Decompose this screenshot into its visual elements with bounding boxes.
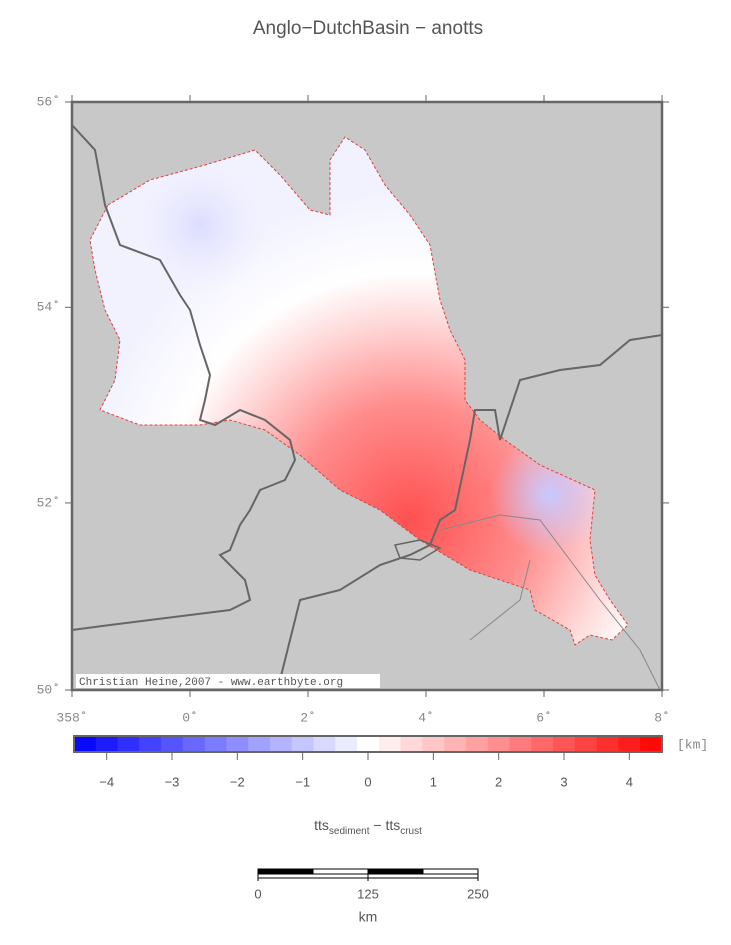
color-step: [226, 736, 249, 752]
credit-box: [76, 674, 380, 688]
rivers: [439, 514, 661, 691]
colorbar-tick-label: −2: [230, 774, 245, 789]
scale-segment: [422, 868, 479, 875]
label-part: tts: [314, 817, 329, 833]
label-part: tts: [385, 817, 400, 833]
colorbar-tick-label: −3: [165, 774, 180, 789]
color-step: [400, 736, 423, 752]
colorbar-tick-label: −1: [295, 774, 310, 789]
color-step: [531, 736, 554, 752]
scale-label: 125: [357, 886, 379, 901]
colorbar: −4 −3 −2 −1 0 1 2 3 4: [73, 735, 663, 789]
scale-segment: [367, 868, 424, 875]
label-sub: sediment: [329, 826, 370, 837]
color-step: [270, 736, 293, 752]
color-step: [422, 736, 445, 752]
lon-label: 0˚: [182, 710, 198, 725]
color-step: [74, 736, 97, 752]
color-step: [204, 736, 227, 752]
color-step: [487, 736, 511, 752]
label-sub: crust: [400, 826, 422, 837]
color-step: [117, 736, 140, 752]
label-part: −: [369, 817, 385, 833]
color-step: [357, 736, 380, 752]
lat-label: 56˚: [37, 94, 60, 109]
color-step: [618, 736, 641, 752]
scale-unit: km: [359, 909, 378, 925]
scale-label: 250: [467, 886, 489, 901]
color-step: [335, 736, 358, 752]
color-step: [248, 736, 271, 752]
color-step: [509, 736, 532, 752]
lon-label: 2˚: [300, 710, 316, 725]
lon-label: 358˚: [56, 710, 87, 725]
color-step: [640, 736, 663, 752]
colorbar-label: ttssediment − ttscrust: [314, 817, 422, 837]
colorbar-tick-label: 1: [430, 774, 437, 789]
lat-label: 50˚: [37, 682, 60, 697]
map-frame: [70, 100, 664, 692]
scale-segment: [312, 868, 369, 875]
colorbar-unit: [km]: [677, 737, 708, 752]
color-step: [139, 736, 162, 752]
colorbar-tick-label: 0: [364, 774, 371, 789]
color-step: [95, 736, 119, 752]
colorbar-tick-label: −4: [99, 774, 114, 789]
color-step: [313, 736, 336, 752]
lon-label: 4˚: [418, 710, 434, 725]
credit: Christian Heine,2007 - www.earthbyte.org: [79, 677, 343, 689]
color-step: [444, 736, 467, 752]
color-step: [378, 736, 402, 752]
lat-label: 52˚: [37, 495, 60, 510]
colorbar-tick-label: 4: [626, 774, 633, 789]
color-step: [466, 736, 489, 752]
color-step: [553, 736, 576, 752]
scale-label: 0: [254, 886, 261, 901]
lat-label: 54˚: [37, 300, 60, 315]
color-step: [574, 736, 598, 752]
colorbar-tick-label: 3: [560, 774, 567, 789]
lon-label: 6˚: [536, 710, 552, 725]
color-step: [161, 736, 184, 752]
color-step: [291, 736, 315, 752]
lon-label: 8˚: [654, 710, 670, 725]
coastlines: [71, 124, 663, 681]
title: Anglo−DutchBasin − anotts: [253, 18, 483, 39]
color-step: [182, 736, 206, 752]
color-step: [596, 736, 619, 752]
scale-segment: [257, 868, 314, 875]
colorbar-tick-label: 2: [495, 774, 502, 789]
